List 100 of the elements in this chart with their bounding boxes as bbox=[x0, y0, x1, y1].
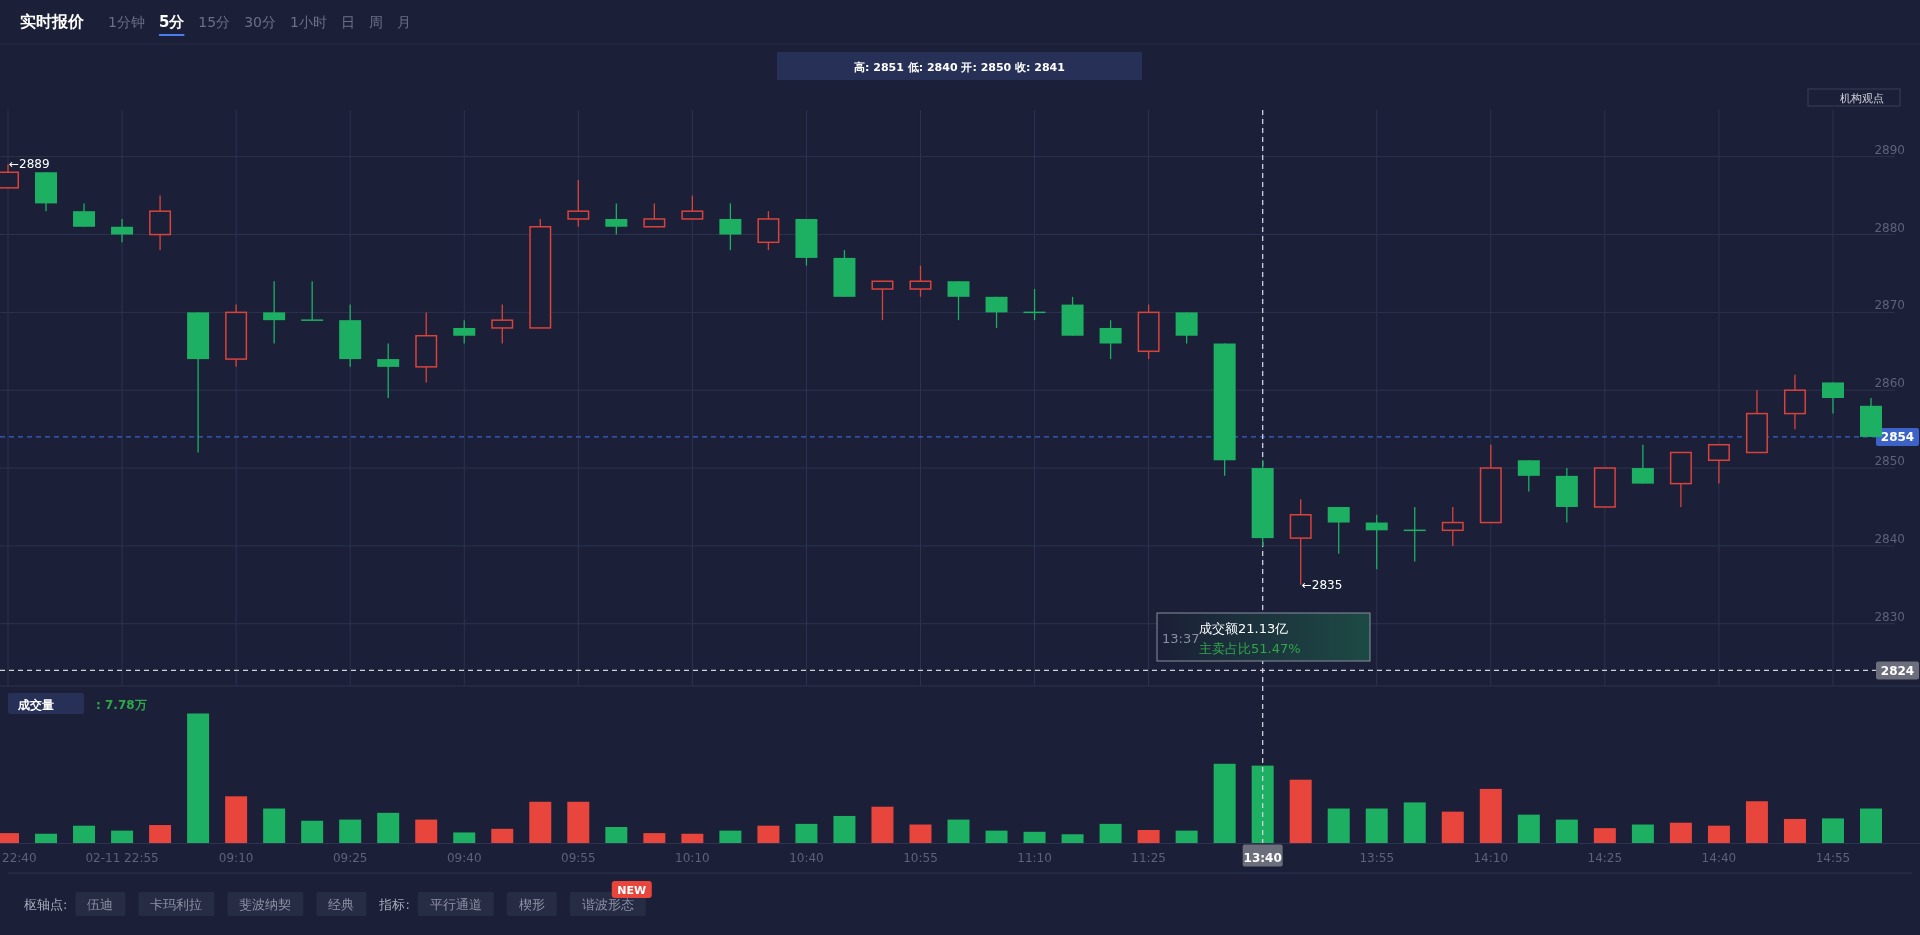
y-tick-label: 2880 bbox=[1874, 220, 1905, 235]
x-tick-label: 14:10 bbox=[1473, 850, 1509, 865]
text: 1分钟 bbox=[108, 14, 145, 30]
bar bbox=[1213, 763, 1236, 844]
x-tick-label: 11:25 bbox=[1131, 850, 1166, 865]
text: 1小时 bbox=[290, 14, 327, 30]
x-tick-label: 22:40 bbox=[2, 850, 37, 865]
x-tick-label: 09:40 bbox=[446, 850, 482, 865]
x-tick-label: 09:25 bbox=[332, 850, 368, 865]
bar bbox=[1745, 801, 1768, 844]
text: 平行通道 bbox=[429, 897, 482, 912]
x-tick-label: 10:10 bbox=[675, 850, 710, 865]
bar bbox=[909, 824, 932, 844]
bar bbox=[339, 819, 362, 844]
text: 周 bbox=[368, 14, 383, 30]
ref-line-label: 2854 bbox=[1880, 430, 1915, 445]
x-tick-label: 11:10 bbox=[1017, 850, 1052, 865]
text: 15分 bbox=[198, 14, 231, 30]
bar bbox=[947, 819, 970, 844]
annotation: 13:37 bbox=[1162, 631, 1200, 646]
text: 斐波纳契 bbox=[239, 897, 292, 912]
bar bbox=[681, 833, 704, 844]
bar bbox=[1631, 824, 1654, 844]
bar bbox=[795, 823, 818, 844]
bar bbox=[1289, 779, 1312, 844]
bar bbox=[1365, 808, 1388, 844]
text: 5分 bbox=[158, 13, 186, 31]
bar bbox=[1707, 825, 1730, 844]
y-tick-label: 2890 bbox=[1874, 142, 1905, 157]
bar bbox=[377, 812, 400, 844]
y-tick-label: 2860 bbox=[1874, 376, 1905, 391]
bar bbox=[833, 815, 856, 844]
text: 30分 bbox=[244, 14, 277, 30]
text: 伍迪 bbox=[87, 897, 114, 912]
x-tick-label: 14:40 bbox=[1701, 850, 1737, 865]
text: NEW bbox=[617, 884, 647, 897]
bar bbox=[453, 832, 476, 844]
ref-line-label: 2824 bbox=[1880, 663, 1915, 678]
bar bbox=[225, 796, 248, 844]
x-tick-label: 09:10 bbox=[218, 850, 254, 865]
bar bbox=[985, 830, 1008, 844]
x-tick-label: 09:55 bbox=[561, 850, 596, 865]
bar bbox=[719, 830, 742, 844]
chart-title: 实时报价 bbox=[20, 12, 85, 31]
bar bbox=[1593, 828, 1616, 844]
y-tick-label: 2830 bbox=[1874, 609, 1905, 624]
bar bbox=[1061, 834, 1084, 844]
text: 枢轴点: bbox=[24, 897, 68, 912]
text: 指标: bbox=[378, 897, 410, 912]
bar bbox=[871, 806, 894, 844]
bar bbox=[301, 820, 324, 844]
x-tick-label: 10:55 bbox=[903, 850, 938, 865]
bar bbox=[605, 826, 628, 844]
text: 经典 bbox=[328, 897, 355, 912]
y-tick-label: 2840 bbox=[1874, 531, 1905, 546]
bar bbox=[415, 819, 438, 844]
text: 机构观点 bbox=[1840, 92, 1884, 105]
x-tick-label: 10:40 bbox=[789, 850, 824, 865]
annotation: ←2835 bbox=[1301, 577, 1343, 592]
bar bbox=[1137, 829, 1160, 844]
y-tick-label: 2870 bbox=[1874, 298, 1905, 313]
text: : 7.78万 bbox=[96, 697, 147, 712]
y-tick-label: 2850 bbox=[1874, 454, 1905, 469]
text: 月 bbox=[396, 14, 411, 30]
text: 楔形 bbox=[518, 897, 545, 912]
bar bbox=[567, 801, 590, 844]
bar bbox=[263, 808, 286, 844]
bar bbox=[643, 833, 666, 844]
x-tick-label: 13:40 bbox=[1243, 850, 1282, 865]
text: 谐波形态 bbox=[581, 897, 634, 912]
bar bbox=[111, 830, 134, 844]
chart-title: 成交量 bbox=[17, 697, 54, 712]
bar bbox=[1821, 818, 1844, 844]
bar bbox=[757, 825, 780, 844]
bar bbox=[1441, 811, 1464, 844]
text: 高: 2851 低: 2840 开: 2850 收: 2841 bbox=[854, 60, 1065, 74]
annotation: 成交额21.13亿 bbox=[1199, 621, 1289, 636]
bar bbox=[1403, 802, 1426, 844]
bar bbox=[73, 825, 96, 844]
bar bbox=[1327, 808, 1350, 844]
bar bbox=[1783, 818, 1806, 844]
bar bbox=[491, 828, 514, 844]
annotation: 主卖占比51.47% bbox=[1199, 641, 1301, 656]
text: 日 bbox=[340, 14, 355, 30]
x-tick-label: 02-11 22:55 bbox=[85, 850, 159, 865]
text: 卡玛利拉 bbox=[150, 897, 203, 912]
x-tick-label: 13:55 bbox=[1359, 850, 1395, 865]
bar bbox=[1099, 823, 1122, 844]
bar bbox=[1555, 819, 1578, 844]
bar bbox=[149, 825, 172, 844]
bar bbox=[1669, 822, 1692, 844]
bar bbox=[1175, 830, 1198, 844]
bar bbox=[35, 833, 58, 844]
x-tick-label: 14:25 bbox=[1587, 850, 1623, 865]
bar bbox=[1517, 814, 1540, 844]
x-tick-label: 14:55 bbox=[1815, 850, 1851, 865]
bar bbox=[529, 801, 552, 844]
bar bbox=[1479, 788, 1502, 844]
annotation: ←2889 bbox=[9, 157, 50, 172]
bar bbox=[1023, 831, 1046, 844]
